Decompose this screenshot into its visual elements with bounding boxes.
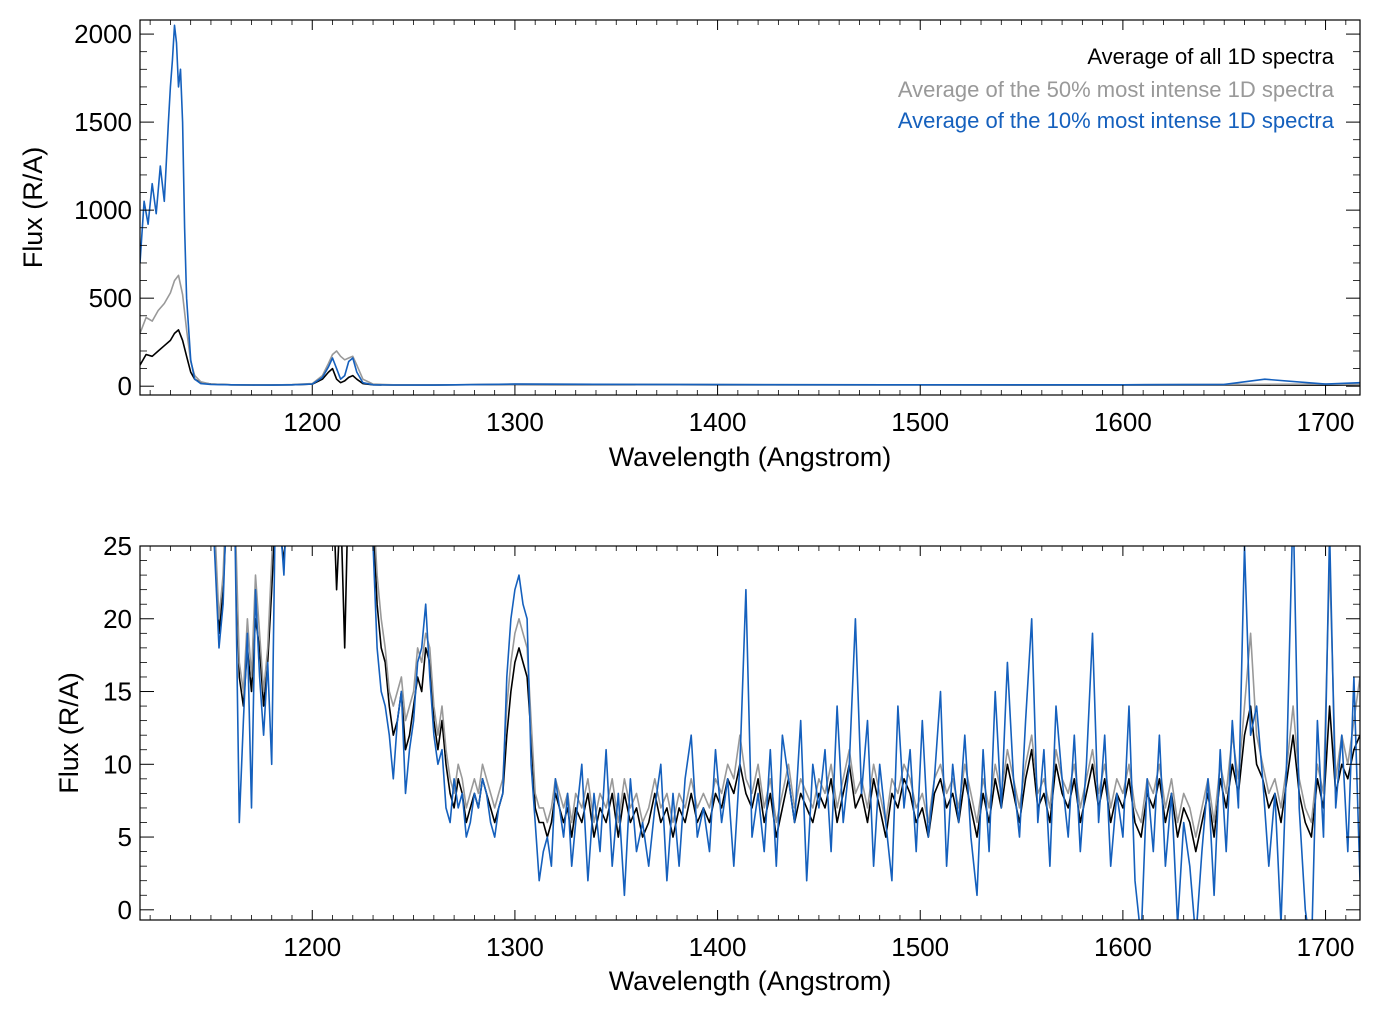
top-x-tick-label-1500: 1500 <box>891 407 949 437</box>
bottom-x-tick-label-1700: 1700 <box>1297 932 1355 962</box>
bottom-x-tick-label-1400: 1400 <box>689 932 747 962</box>
bottom-series-line-2 <box>213 546 1360 920</box>
bottom-axes-group: 1200 1300 1400 1500 1600 1700 0 5 10 15 20 25 <box>103 531 1360 962</box>
top-y-tick-label-2000: 2000 <box>74 19 132 49</box>
top-y-tick-label-500: 500 <box>89 283 132 313</box>
bottom-x-tick-label-1200: 1200 <box>283 932 341 962</box>
bottom-y-axis-title: Flux (R/A) <box>54 672 84 794</box>
bottom-chart-panel: 1200 1300 1400 1500 1600 1700 0 5 10 15 20 25 Wavel… <box>54 531 1361 996</box>
bottom-x-tick-label-1300: 1300 <box>486 932 544 962</box>
top-x-tick-label-1700: 1700 <box>1297 407 1355 437</box>
top-x-tick-label-1300: 1300 <box>486 407 544 437</box>
legend-entry-all-spectra: Average of all 1D spectra <box>1087 44 1334 69</box>
bottom-y-tick-label-5: 5 <box>118 822 132 852</box>
bottom-x-tick-label-1500: 1500 <box>891 932 949 962</box>
top-x-tick-label-1200: 1200 <box>283 407 341 437</box>
bottom-series-group <box>213 546 1360 920</box>
top-series-group <box>140 24 1360 386</box>
bottom-y-tick-label-0: 0 <box>118 895 132 925</box>
legend-entry-50pct-spectra: Average of the 50% most intense 1D spect… <box>898 77 1335 102</box>
top-y-axis-title: Flux (R/A) <box>18 147 48 269</box>
top-x-axis-title: Wavelength (Angstrom) <box>609 442 892 472</box>
bottom-x-axis-title: Wavelength (Angstrom) <box>609 966 892 996</box>
top-y-tick-label-0: 0 <box>118 371 132 401</box>
top-legend: Average of all 1D spectra Average of the… <box>898 44 1335 133</box>
bottom-y-tick-label-10: 10 <box>103 749 132 779</box>
top-y-tick-label-1000: 1000 <box>74 195 132 225</box>
bottom-x-tick-label-1600: 1600 <box>1094 932 1152 962</box>
top-chart-panel: 1200 1300 1400 1500 1600 1700 0 500 1000 1500 2000… <box>18 19 1361 472</box>
legend-entry-10pct-spectra: Average of the 10% most intense 1D spect… <box>898 108 1335 133</box>
bottom-y-tick-label-25: 25 <box>103 531 132 561</box>
bottom-y-tick-label-15: 15 <box>103 677 132 707</box>
bottom-y-tick-label-20: 20 <box>103 604 132 634</box>
top-x-tick-label-1600: 1600 <box>1094 407 1152 437</box>
bottom-plot-frame <box>139 545 1361 921</box>
top-y-tick-label-1500: 1500 <box>74 107 132 137</box>
top-series-line-2 <box>140 24 1360 386</box>
top-x-tick-label-1400: 1400 <box>689 407 747 437</box>
top-plot-frame <box>139 19 1361 396</box>
top-axes-group: 1200 1300 1400 1500 1600 1700 0 500 1000 1500 2000 <box>74 19 1360 437</box>
